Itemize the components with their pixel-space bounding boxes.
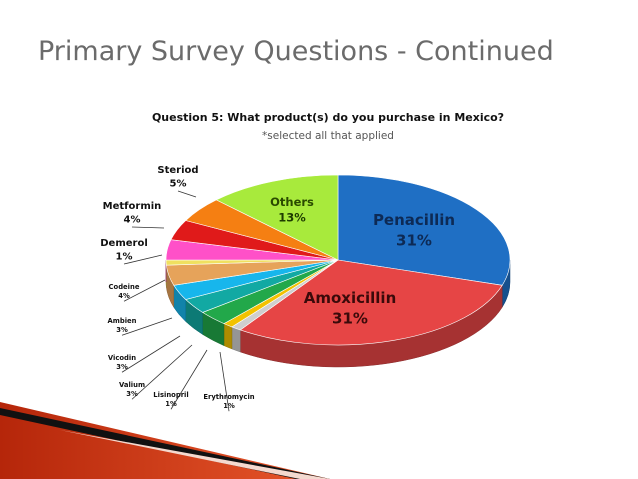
slide-title: Primary Survey Questions - Continued — [38, 36, 554, 67]
slice-label-penacillin: Penacillin — [373, 211, 455, 229]
slice-value-steriod: 5% — [170, 179, 187, 190]
pie-slice-side-lisinopril — [223, 323, 233, 350]
decoration-red-wedge — [0, 402, 330, 479]
chart-subtitle: *selected all that applied — [262, 130, 394, 142]
slice-label-lisinopril: Lisinopril — [153, 391, 188, 399]
leader-line-lisinopril — [170, 349, 208, 410]
leader-line-erythromycin — [219, 351, 230, 412]
pie-slice-amoxicillin — [239, 259, 503, 346]
slice-label-vicodin: Vicodin — [108, 354, 136, 362]
slice-value-vicodin: 3% — [116, 363, 128, 371]
pie-slice-others — [215, 174, 339, 261]
slice-label-amoxicillin: Amoxicillin — [304, 289, 397, 307]
slice-value-penacillin: 31% — [396, 231, 432, 249]
pie-side-walls — [165, 259, 511, 368]
slice-value-erythromycin: 1% — [223, 402, 235, 410]
slice-label-valium: Valium — [119, 381, 145, 389]
slice-label-steriod: Steriod — [157, 165, 198, 176]
leader-line-vicodin — [121, 335, 181, 373]
slice-value-metformin: 4% — [124, 215, 141, 226]
slice-value-valium: 3% — [126, 390, 138, 398]
slice-label-ambien: Ambien — [108, 317, 137, 325]
chart-title: Question 5: What product(s) do you purch… — [151, 111, 505, 124]
slice-value-demerol: 1% — [116, 252, 133, 263]
leader-line-valium — [131, 344, 193, 400]
slice-value-lisinopril: 1% — [165, 400, 177, 408]
slice-value-amoxicillin: 31% — [332, 309, 368, 327]
slice-label-demerol: Demerol — [100, 238, 148, 249]
leader-line-steriod — [177, 190, 197, 198]
slice-label-erythromycin: Erythromycin — [203, 393, 254, 401]
slice-label-codeine: Codeine — [109, 283, 140, 291]
decoration-black-wedge — [0, 408, 330, 479]
leader-line-codeine — [123, 279, 166, 302]
decoration-light-wedge — [60, 430, 330, 479]
slice-value-others: 13% — [278, 211, 306, 225]
pie-slice-side-erythromycin — [231, 326, 241, 353]
slice-value-codeine: 4% — [118, 292, 130, 300]
leader-line-ambien — [121, 317, 173, 336]
slice-label-others: Others — [270, 195, 314, 209]
pie-slice-penacillin — [337, 174, 511, 286]
slice-label-metformin: Metformin — [103, 201, 162, 212]
leader-line-demerol — [123, 254, 163, 265]
slice-value-ambien: 3% — [116, 326, 128, 334]
leader-line-metformin — [131, 226, 165, 229]
